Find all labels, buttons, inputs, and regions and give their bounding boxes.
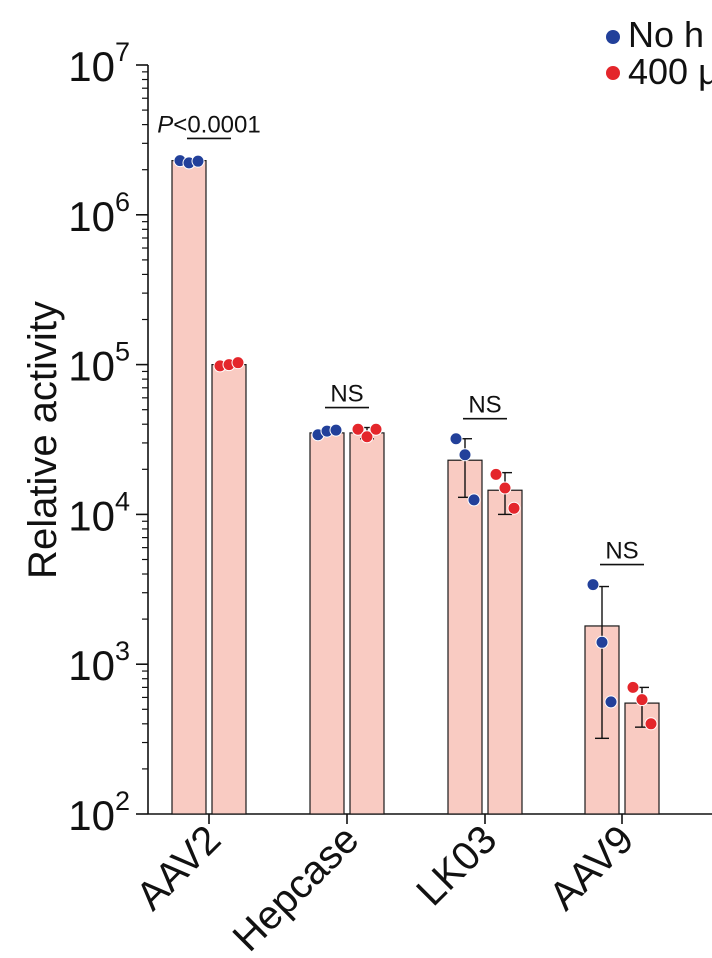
legend-label-400: 400 μ: [628, 51, 712, 92]
data-point: [191, 154, 205, 168]
y-tick-label: 106: [68, 187, 130, 240]
data-point: [498, 481, 512, 495]
y-tick-label: 103: [68, 636, 130, 689]
data-point: [351, 422, 365, 436]
data-point: [626, 680, 640, 694]
data-point: [329, 423, 343, 437]
data-point: [507, 501, 521, 515]
data-point: [644, 717, 658, 731]
legend-marker-no-h: [606, 30, 620, 44]
y-tick-label: 102: [68, 786, 130, 839]
bar: [171, 160, 207, 815]
legend: No h 400 μ: [606, 14, 712, 92]
data-point: [449, 432, 463, 446]
significance-label: NS: [468, 392, 501, 419]
legend-label-no-h: No h: [628, 14, 704, 55]
legend-marker-400: [606, 66, 620, 80]
y-tick-label: 107: [68, 37, 130, 90]
bar: [447, 459, 483, 815]
y-tick-label: 105: [68, 337, 130, 390]
y-tick-label: 104: [68, 486, 130, 539]
x-tick-label: Hepcase: [225, 817, 368, 958]
bars: [171, 154, 660, 824]
data-point: [604, 695, 618, 709]
data-point: [586, 578, 600, 592]
x-tick-label: LK03: [408, 817, 505, 914]
y-ticks: 102 103 104 105 106 107: [68, 37, 148, 839]
bar: [349, 432, 385, 815]
x-tick-label: AAV2: [128, 817, 229, 918]
data-point: [489, 467, 503, 481]
data-point: [458, 448, 472, 462]
significance-label: NS: [330, 381, 363, 408]
annotations: P<0.0001 NS NS NS: [157, 111, 644, 566]
data-point: [360, 430, 374, 444]
data-point: [467, 493, 481, 507]
significance-label: P<0.0001: [157, 111, 260, 138]
bar: [487, 489, 523, 815]
data-point: [635, 693, 649, 707]
data-point: [369, 422, 383, 436]
significance-label: NS: [605, 538, 638, 565]
data-point: [231, 356, 245, 370]
x-tick-label: AAV9: [541, 817, 642, 918]
bar: [309, 432, 345, 815]
y-axis-label: Relative activity: [21, 301, 65, 579]
data-point: [595, 635, 609, 649]
bar: [211, 364, 247, 815]
